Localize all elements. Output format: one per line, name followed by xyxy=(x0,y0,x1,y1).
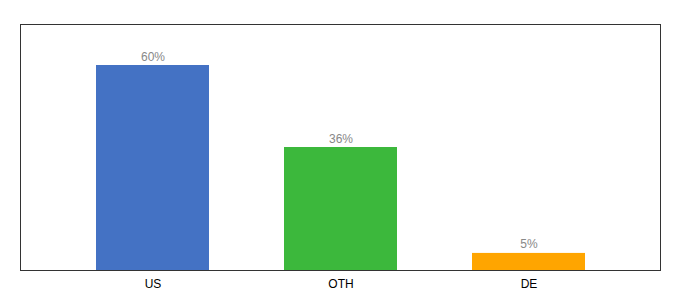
svg-text:OTH: OTH xyxy=(328,277,353,291)
svg-text:60%: 60% xyxy=(141,50,165,64)
svg-text:US: US xyxy=(145,277,162,291)
svg-text:5%: 5% xyxy=(520,237,538,251)
svg-text:DE: DE xyxy=(521,277,538,291)
svg-text:36%: 36% xyxy=(329,132,353,146)
